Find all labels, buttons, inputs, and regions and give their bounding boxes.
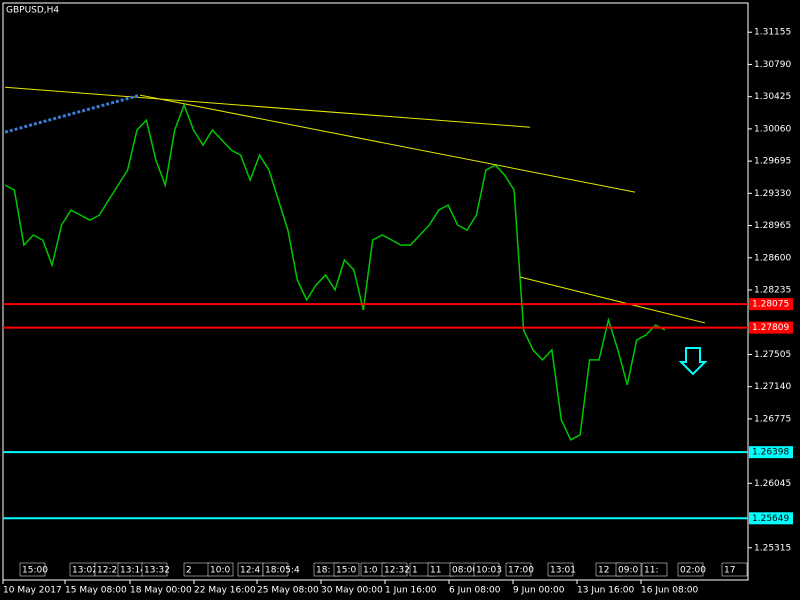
separator-label: 12:4 [240, 566, 260, 576]
separator-label: 17:00 [508, 566, 534, 576]
trendline [519, 276, 706, 324]
x-tick-label: 22 May 16:00 [194, 586, 256, 596]
separator-box [473, 562, 500, 577]
y-tick-label: 1.26775 [754, 414, 791, 424]
level-label: 1.26398 [752, 448, 789, 458]
separator-box [547, 562, 574, 577]
x-tick-label: 10 May 2017 [3, 586, 62, 596]
separator-box [677, 562, 704, 577]
y-tick-label: 1.29330 [754, 189, 791, 199]
separator-label: 2 [186, 566, 192, 576]
y-tick-label: 1.30790 [754, 60, 791, 70]
separator-box [721, 562, 748, 577]
separator-box [641, 562, 668, 577]
separator-label: 1 [412, 566, 418, 576]
x-tick-label: 18 May 00:00 [130, 586, 192, 596]
y-tick-label: 1.28965 [754, 221, 791, 231]
level-label: 1.27809 [752, 323, 789, 333]
x-tick-label: 25 May 08:00 [257, 586, 319, 596]
separator-label: 09:0 [618, 566, 638, 576]
separator-label: 12:32 [384, 566, 410, 576]
trendline [4, 86, 531, 128]
x-tick-label: 13 Jun 16:00 [577, 586, 634, 596]
separator-box [505, 562, 532, 577]
x-tick-label: 1 Jun 16:00 [385, 586, 437, 596]
y-tick-label: 1.26045 [754, 479, 791, 489]
separator-label: 10:0 [210, 566, 230, 576]
price-line [4, 102, 666, 441]
separator-label: 13:14 [120, 566, 146, 576]
separator-box [207, 562, 234, 577]
y-tick-label: 1.28600 [754, 253, 791, 263]
separator-label: 17 [724, 566, 735, 576]
level-label: 1.28075 [752, 300, 789, 310]
separator-label: 13:02 [72, 566, 98, 576]
x-tick-label: 9 Jun 00:00 [513, 586, 565, 596]
sell-arrow [678, 347, 708, 376]
y-tick-label: 1.31155 [754, 28, 791, 38]
y-tick-label: 1.29695 [754, 157, 791, 167]
level-label-box [749, 298, 793, 311]
separator-label: 15:00 [22, 566, 48, 576]
separator-label: 18:05:4 [265, 566, 300, 576]
separator-box [381, 562, 408, 577]
separator-label: 18: [316, 566, 330, 576]
y-tick-label: 1.25315 [754, 543, 791, 553]
separator-box [19, 562, 46, 577]
y-tick-label: 1.27505 [754, 350, 791, 360]
separator-label: 13:01 [550, 566, 576, 576]
x-tick-label: 16 Jun 08:00 [641, 586, 698, 596]
trendline [139, 94, 636, 193]
separator-label: 1:0 [363, 566, 378, 576]
y-tick-label: 1.30060 [754, 124, 791, 134]
separator-box [141, 562, 168, 577]
y-tick-label: 1.28235 [754, 286, 791, 296]
x-tick-label: 15 May 08:00 [65, 586, 127, 596]
separator-box [333, 562, 360, 577]
separator-label: 11 [430, 566, 441, 576]
level-label: 1.25649 [752, 514, 789, 524]
level-label-box [749, 446, 793, 459]
x-tick-label: 6 Jun 08:00 [449, 586, 501, 596]
level-label-box [749, 512, 793, 525]
x-tick-label: 30 May 00:00 [321, 586, 383, 596]
separator-box [615, 562, 642, 577]
separator-label: 02:00 [680, 566, 706, 576]
separator-label: 15:0 [336, 566, 356, 576]
separator-label: 12 [598, 566, 609, 576]
chart-frame [2, 2, 749, 581]
separator-label: 13:32 [144, 566, 170, 576]
trendline [4, 93, 141, 134]
chart-title: GBPUSD,H4 [6, 6, 59, 16]
separator-box [262, 562, 289, 577]
y-tick-label: 1.30425 [754, 92, 791, 102]
level-label-box [749, 321, 793, 334]
separator-label: 11: [644, 566, 658, 576]
separator-label: 12:25 [97, 566, 123, 576]
separator-label: 10:03 [476, 566, 502, 576]
separator-label: 08:00 [452, 566, 478, 576]
y-tick-label: 1.27140 [754, 382, 791, 392]
